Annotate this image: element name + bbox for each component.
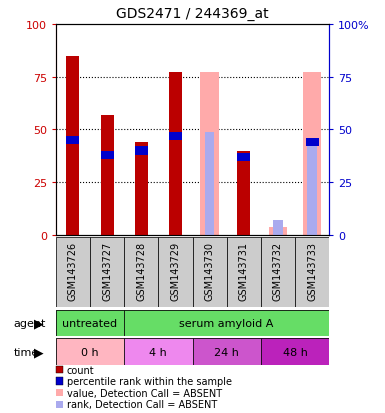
Bar	[273, 221, 283, 235]
Text: percentile rank within the sample: percentile rank within the sample	[67, 376, 232, 386]
Text: GSM143730: GSM143730	[204, 241, 214, 300]
Text: 24 h: 24 h	[214, 347, 239, 357]
Bar	[169, 73, 182, 235]
Bar	[56, 310, 124, 337]
Bar	[306, 138, 318, 147]
Bar	[307, 143, 317, 235]
Text: GSM143733: GSM143733	[307, 241, 317, 300]
Bar	[67, 57, 79, 235]
Text: GSM143727: GSM143727	[102, 241, 112, 300]
Bar	[227, 237, 261, 308]
Text: value, Detection Call = ABSENT: value, Detection Call = ABSENT	[67, 388, 222, 398]
Bar	[192, 339, 261, 366]
Bar	[192, 237, 227, 308]
Bar	[237, 151, 250, 235]
Text: ▶: ▶	[34, 317, 43, 330]
Bar	[158, 237, 192, 308]
Bar	[135, 143, 148, 235]
Text: count: count	[67, 365, 94, 375]
Text: untreated: untreated	[62, 318, 117, 328]
Bar	[100, 115, 114, 235]
Text: serum amyloid A: serum amyloid A	[179, 318, 274, 328]
Text: time: time	[13, 347, 39, 357]
Bar	[56, 339, 124, 366]
Text: GSM143729: GSM143729	[171, 241, 181, 300]
Bar	[124, 339, 192, 366]
Text: 4 h: 4 h	[149, 347, 167, 357]
Bar	[124, 310, 329, 337]
Bar	[261, 237, 295, 308]
Bar	[200, 73, 219, 235]
Bar	[135, 147, 148, 155]
Text: 0 h: 0 h	[81, 347, 99, 357]
Bar	[268, 227, 287, 235]
Text: ▶: ▶	[34, 346, 43, 358]
Bar	[67, 136, 79, 145]
Text: GSM143728: GSM143728	[136, 241, 146, 300]
Bar	[100, 151, 114, 159]
Bar	[124, 237, 158, 308]
Title: GDS2471 / 244369_at: GDS2471 / 244369_at	[116, 7, 269, 21]
Text: GSM143732: GSM143732	[273, 241, 283, 300]
Text: GSM143726: GSM143726	[68, 241, 78, 300]
Bar	[303, 73, 321, 235]
Bar	[169, 132, 182, 140]
Text: agent: agent	[13, 318, 46, 328]
Bar	[205, 132, 214, 235]
Bar	[56, 237, 329, 308]
Bar	[237, 153, 250, 162]
Text: GSM143731: GSM143731	[239, 241, 249, 300]
Bar	[261, 339, 329, 366]
Bar	[295, 237, 329, 308]
Text: rank, Detection Call = ABSENT: rank, Detection Call = ABSENT	[67, 399, 217, 409]
Text: 48 h: 48 h	[283, 347, 308, 357]
Bar	[56, 237, 90, 308]
Bar	[90, 237, 124, 308]
